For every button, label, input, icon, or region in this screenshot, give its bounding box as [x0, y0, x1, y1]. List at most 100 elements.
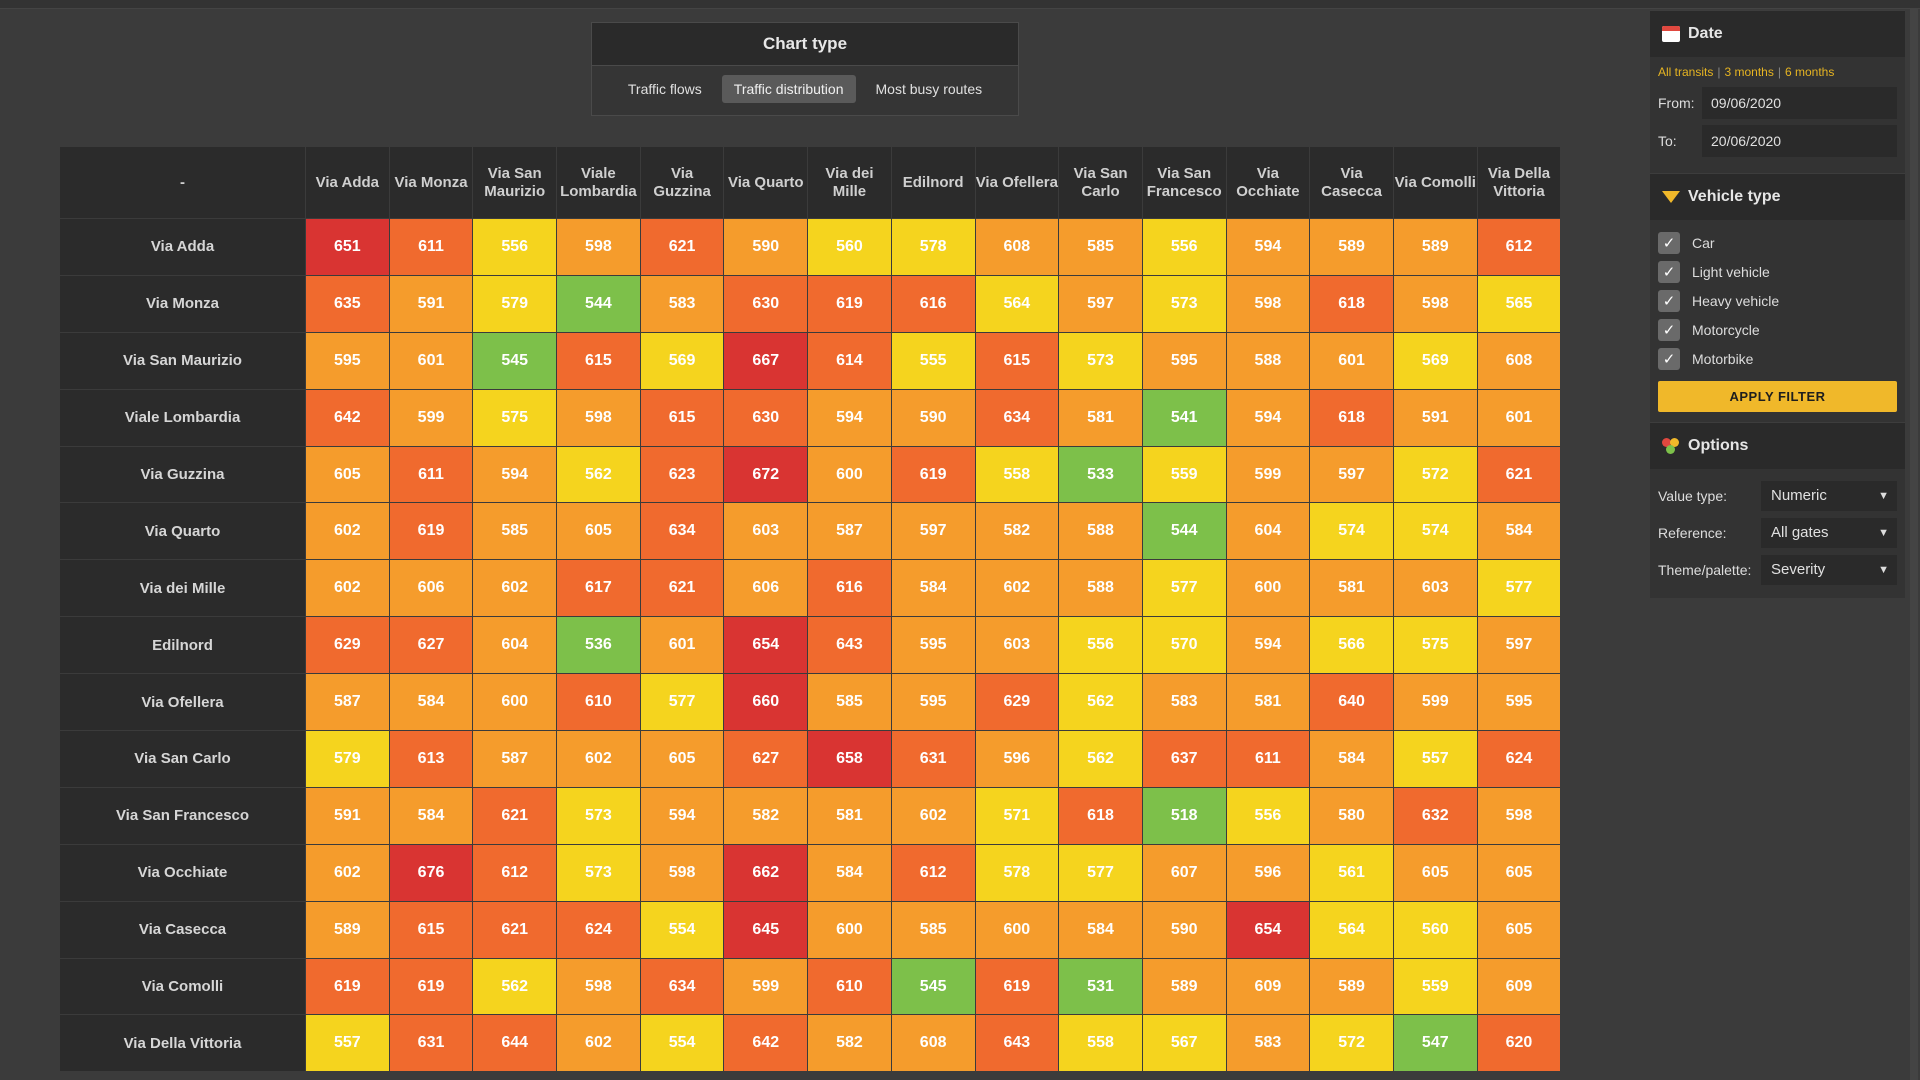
heatmap-cell[interactable]: 606: [388, 559, 474, 618]
heatmap-cell[interactable]: 596: [974, 730, 1060, 788]
heatmap-cell[interactable]: 643: [974, 1014, 1060, 1073]
heatmap-cell[interactable]: 618: [1309, 388, 1394, 447]
heatmap-cell[interactable]: 596: [1225, 843, 1311, 902]
heatmap-cell[interactable]: 573: [1058, 331, 1143, 390]
heatmap-cell[interactable]: 618: [1309, 274, 1394, 333]
heatmap-cell[interactable]: 594: [639, 786, 725, 845]
heatmap-cell[interactable]: 595: [890, 673, 976, 732]
heatmap-cell[interactable]: 667: [723, 331, 809, 390]
heatmap-cell[interactable]: 574: [1392, 502, 1478, 561]
heatmap-cell[interactable]: 595: [305, 331, 390, 390]
heatmap-cell[interactable]: 573: [556, 843, 641, 902]
heatmap-cell[interactable]: 567: [1141, 1014, 1227, 1073]
heatmap-cell[interactable]: 606: [723, 559, 809, 618]
heatmap-cell[interactable]: 569: [1392, 331, 1478, 390]
heatmap-cell[interactable]: 602: [305, 843, 390, 902]
heatmap-cell[interactable]: 613: [388, 730, 474, 788]
heatmap-cell[interactable]: 601: [1309, 331, 1394, 390]
heatmap-cell[interactable]: 531: [1058, 957, 1143, 1016]
heatmap-cell[interactable]: 590: [1141, 900, 1227, 959]
heatmap-cell[interactable]: 581: [1225, 673, 1311, 732]
heatmap-cell[interactable]: 597: [890, 502, 976, 561]
heatmap-cell[interactable]: 545: [472, 331, 558, 390]
heatmap-cell[interactable]: 621: [1476, 445, 1562, 504]
heatmap-cell[interactable]: 611: [388, 445, 474, 504]
heatmap-cell[interactable]: 556: [472, 218, 558, 276]
heatmap-cell[interactable]: 597: [1309, 445, 1394, 504]
heatmap-cell[interactable]: 601: [388, 331, 474, 390]
heatmap-cell[interactable]: 590: [890, 388, 976, 447]
heatmap-cell[interactable]: 609: [1476, 957, 1562, 1016]
heatmap-cell[interactable]: 662: [723, 843, 809, 902]
heatmap-cell[interactable]: 588: [1058, 559, 1143, 618]
heatmap-cell[interactable]: 619: [388, 502, 474, 561]
heatmap-cell[interactable]: 651: [305, 218, 390, 276]
heatmap-cell[interactable]: 615: [639, 388, 725, 447]
heatmap-cell[interactable]: 676: [388, 843, 474, 902]
heatmap-cell[interactable]: 547: [1392, 1014, 1478, 1073]
heatmap-cell[interactable]: 620: [1476, 1014, 1562, 1073]
heatmap-cell[interactable]: 570: [1141, 616, 1227, 675]
heatmap-cell[interactable]: 554: [639, 900, 725, 959]
heatmap-cell[interactable]: 583: [639, 274, 725, 333]
heatmap-cell[interactable]: 564: [974, 274, 1060, 333]
heatmap-cell[interactable]: 590: [723, 218, 809, 276]
heatmap-cell[interactable]: 599: [1392, 673, 1478, 732]
heatmap-cell[interactable]: 585: [890, 900, 976, 959]
heatmap-cell[interactable]: 561: [1309, 843, 1394, 902]
heatmap-cell[interactable]: 560: [1392, 900, 1478, 959]
heatmap-cell[interactable]: 591: [1392, 388, 1478, 447]
tab-most-busy-routes[interactable]: Most busy routes: [875, 81, 983, 97]
heatmap-cell[interactable]: 597: [1476, 616, 1562, 675]
options-header[interactable]: Options: [1650, 422, 1905, 469]
vehicle-option-heavy-vehicle[interactable]: ✓ Heavy vehicle: [1658, 286, 1897, 315]
apply-filter-button[interactable]: APPLY FILTER: [1658, 381, 1897, 412]
heatmap-cell[interactable]: 591: [388, 274, 474, 333]
heatmap-cell[interactable]: 556: [1141, 218, 1227, 276]
heatmap-cell[interactable]: 587: [807, 502, 892, 561]
heatmap-cell[interactable]: 589: [1309, 218, 1394, 276]
heatmap-cell[interactable]: 578: [890, 218, 976, 276]
heatmap-cell[interactable]: 562: [556, 445, 641, 504]
heatmap-cell[interactable]: 581: [1058, 388, 1143, 447]
date-header[interactable]: Date: [1650, 10, 1905, 57]
from-date-input[interactable]: 09/06/2020: [1702, 87, 1897, 119]
heatmap-cell[interactable]: 602: [974, 559, 1060, 618]
value-type-select[interactable]: Numeric ▼: [1761, 480, 1897, 511]
heatmap-cell[interactable]: 598: [1225, 274, 1311, 333]
heatmap-cell[interactable]: 556: [1225, 786, 1311, 845]
heatmap-cell[interactable]: 589: [1392, 218, 1478, 276]
heatmap-cell[interactable]: 536: [556, 616, 641, 675]
heatmap-cell[interactable]: 575: [472, 388, 558, 447]
heatmap-cell[interactable]: 635: [305, 274, 390, 333]
heatmap-cell[interactable]: 541: [1141, 388, 1227, 447]
heatmap-cell[interactable]: 595: [890, 616, 976, 675]
heatmap-cell[interactable]: 631: [890, 730, 976, 788]
heatmap-cell[interactable]: 607: [1141, 843, 1227, 902]
heatmap-cell[interactable]: 640: [1309, 673, 1394, 732]
heatmap-cell[interactable]: 629: [974, 673, 1060, 732]
heatmap-cell[interactable]: 587: [472, 730, 558, 788]
heatmap-cell[interactable]: 602: [305, 502, 390, 561]
heatmap-cell[interactable]: 595: [1476, 673, 1562, 732]
heatmap-cell[interactable]: 605: [1392, 843, 1478, 902]
heatmap-cell[interactable]: 577: [1141, 559, 1227, 618]
heatmap-cell[interactable]: 612: [472, 843, 558, 902]
heatmap-cell[interactable]: 614: [807, 331, 892, 390]
heatmap-cell[interactable]: 577: [639, 673, 725, 732]
heatmap-cell[interactable]: 637: [1141, 730, 1227, 788]
heatmap-cell[interactable]: 556: [1058, 616, 1143, 675]
heatmap-cell[interactable]: 577: [1476, 559, 1562, 618]
tab-traffic-flows[interactable]: Traffic flows: [627, 81, 702, 97]
heatmap-cell[interactable]: 589: [1141, 957, 1227, 1016]
to-date-input[interactable]: 20/06/2020: [1702, 125, 1897, 157]
heatmap-cell[interactable]: 619: [807, 274, 892, 333]
heatmap-cell[interactable]: 604: [472, 616, 558, 675]
heatmap-cell[interactable]: 582: [974, 502, 1060, 561]
heatmap-cell[interactable]: 624: [556, 900, 641, 959]
heatmap-cell[interactable]: 579: [305, 730, 390, 788]
heatmap-cell[interactable]: 558: [1058, 1014, 1143, 1073]
heatmap-cell[interactable]: 581: [807, 786, 892, 845]
heatmap-cell[interactable]: 602: [472, 559, 558, 618]
heatmap-cell[interactable]: 619: [974, 957, 1060, 1016]
